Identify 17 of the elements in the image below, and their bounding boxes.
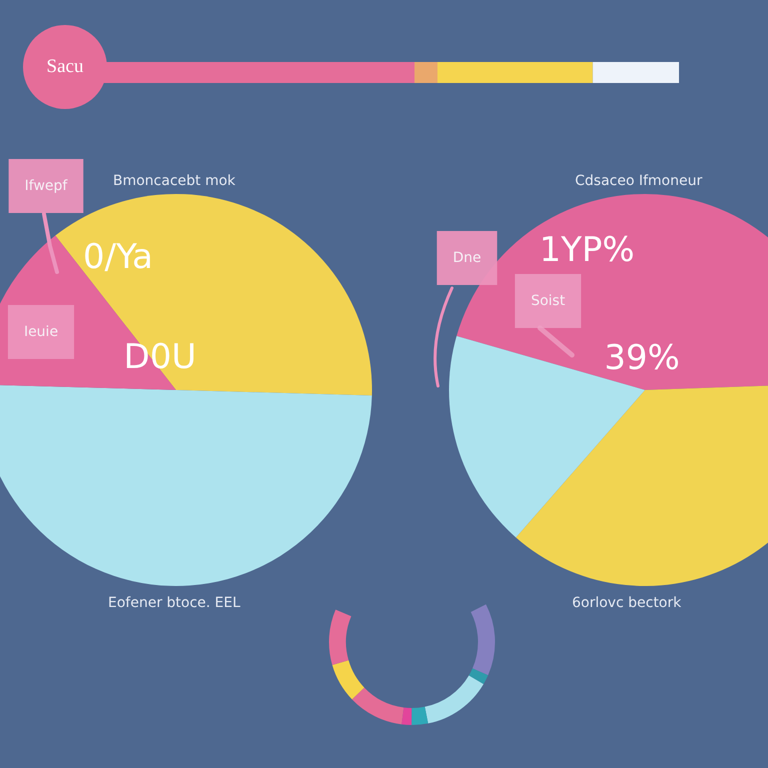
- text: Dne: [452, 250, 482, 266]
- circle-badge: Sacu: [23, 25, 107, 109]
- text: 1YP%: [539, 230, 635, 270]
- bar: [414, 62, 438, 83]
- chart-title: Bmoncacebt mok: [113, 173, 236, 189]
- text: 0/Ya: [82, 237, 154, 277]
- text: Ieuie: [24, 324, 58, 340]
- text: Soist: [530, 293, 566, 309]
- chart-title: Cdsaceo Ifmoneur: [575, 173, 702, 189]
- text: 6orlovc bectork: [572, 595, 682, 611]
- chart-title: Sacu: [46, 55, 84, 79]
- bar: [104, 62, 414, 83]
- text: 39%: [604, 338, 680, 378]
- text: Eofener btoce. EEL: [108, 595, 240, 611]
- text: Ifwepf: [24, 178, 68, 194]
- bar: [592, 62, 679, 83]
- bar: [438, 62, 593, 83]
